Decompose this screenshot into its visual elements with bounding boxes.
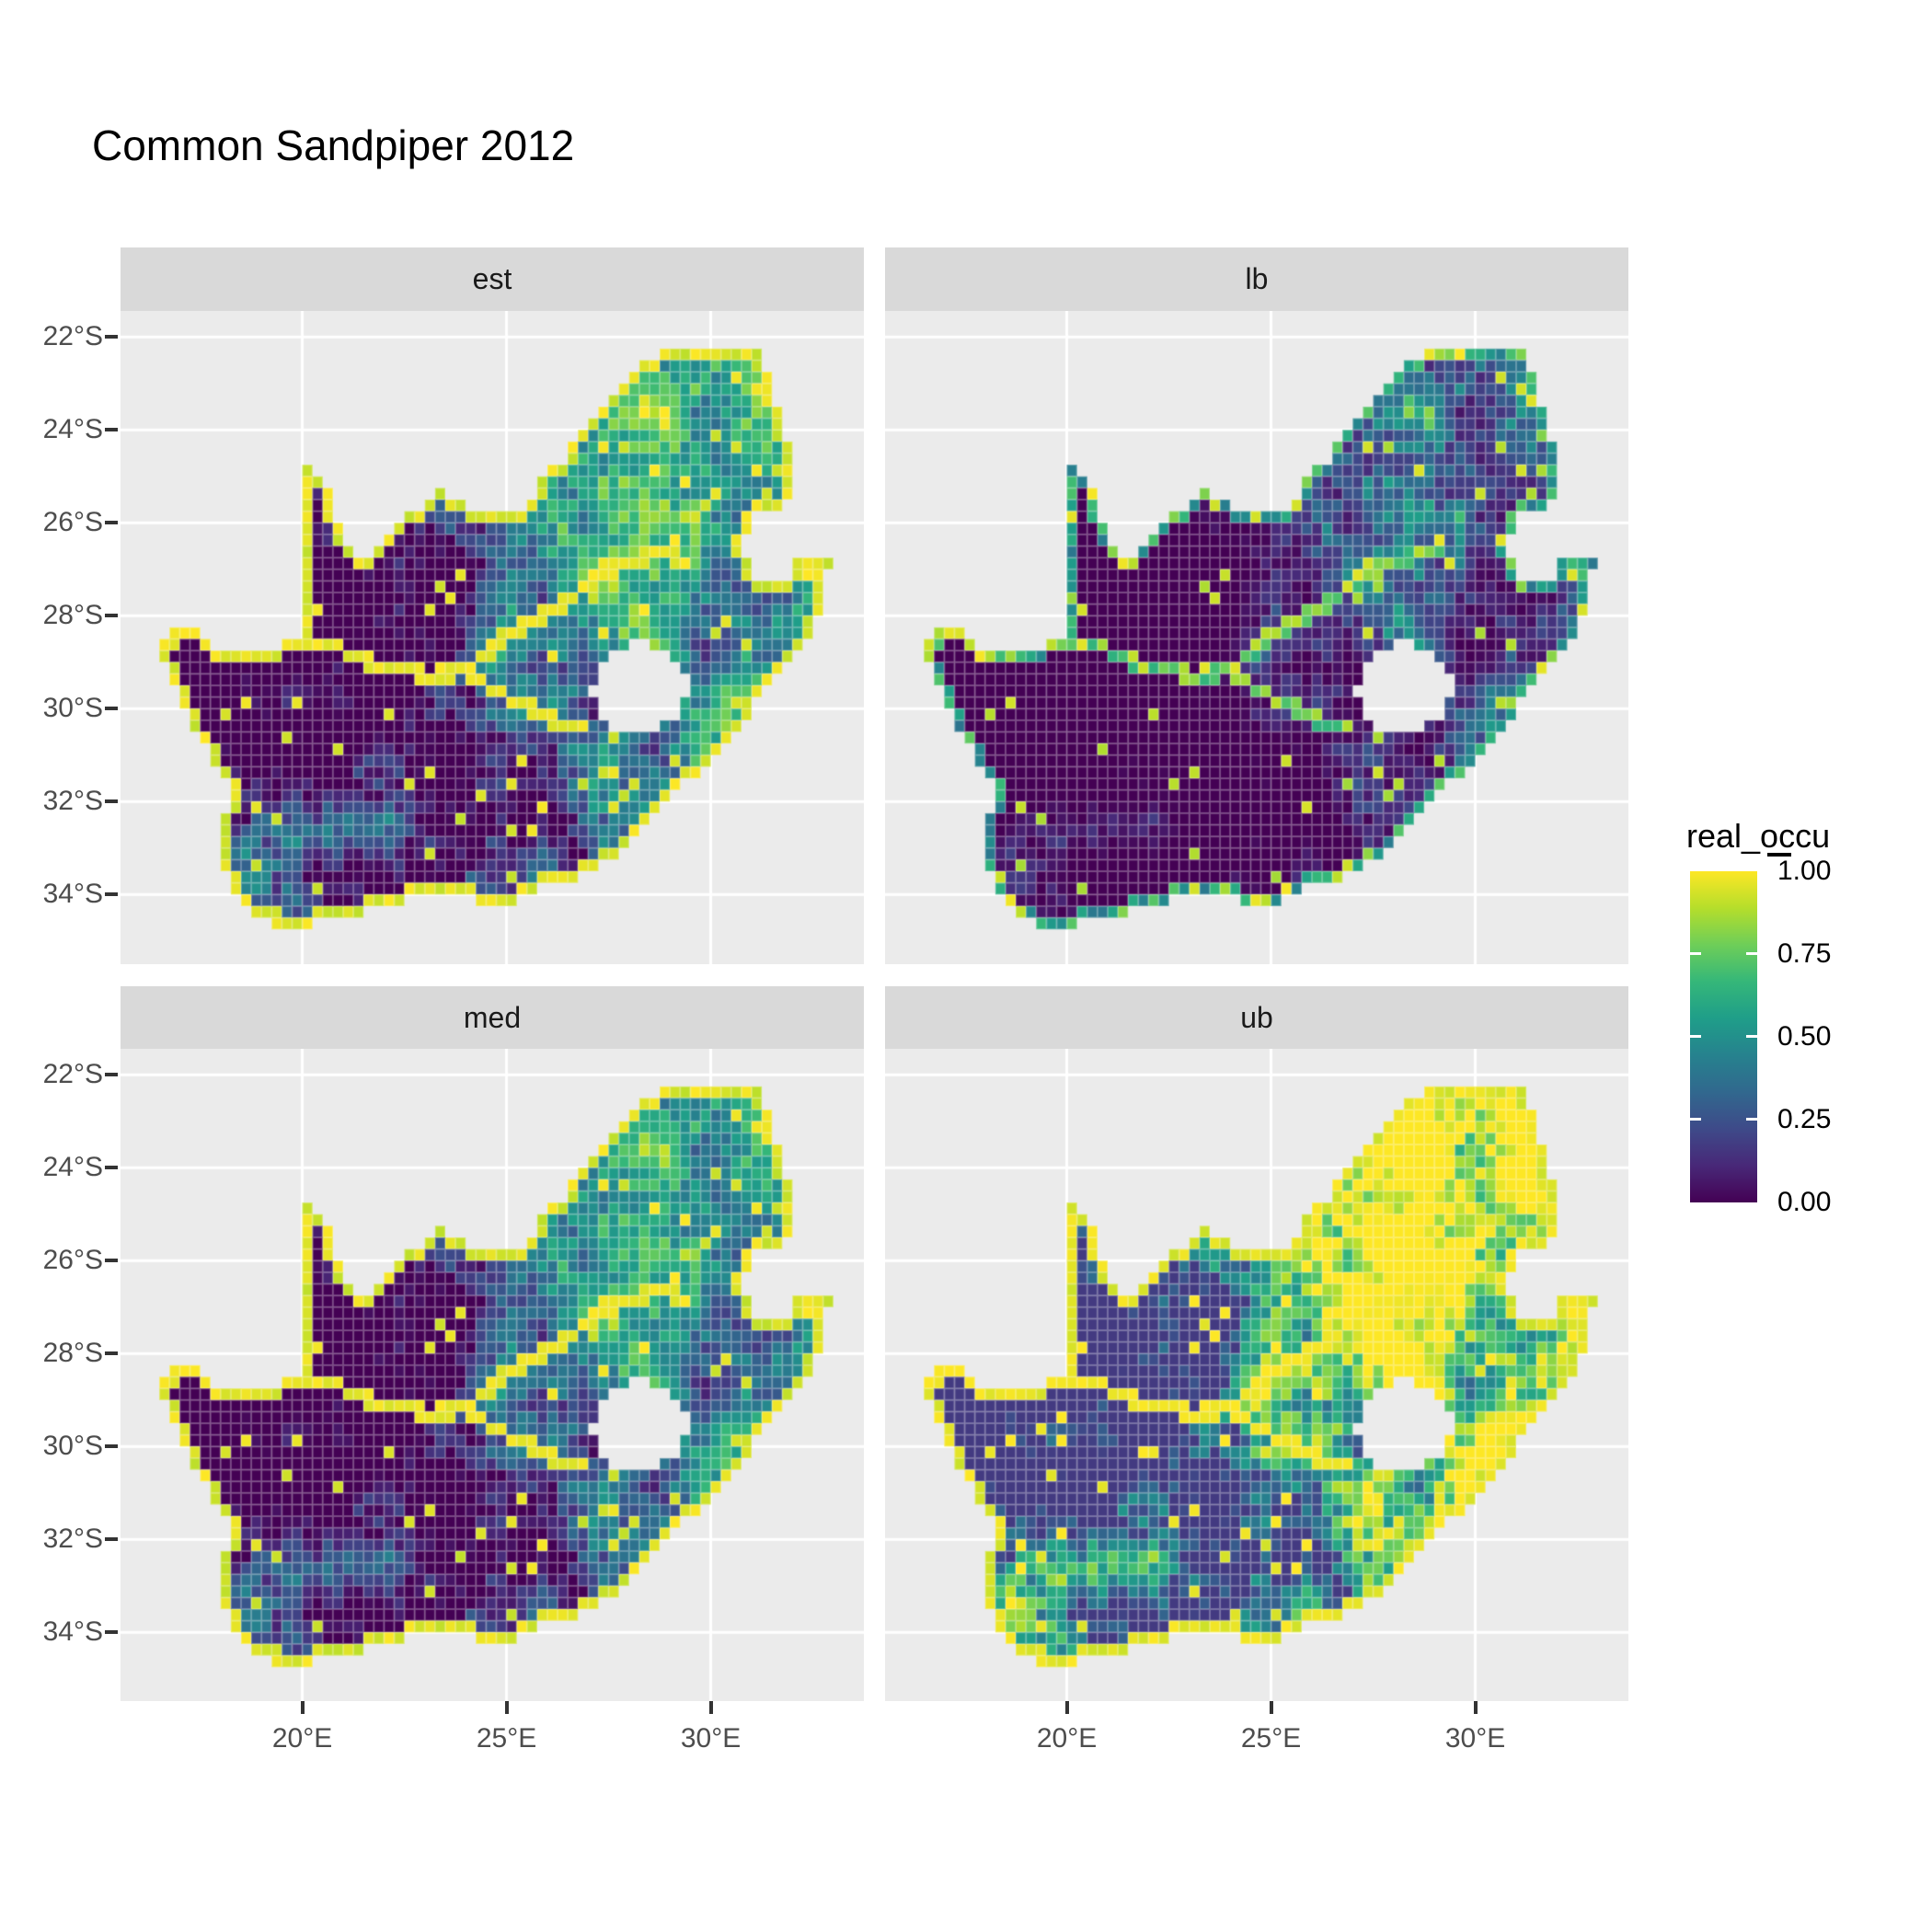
legend-bar-tick-075-left bbox=[1690, 952, 1701, 955]
y-axis-tick bbox=[105, 799, 118, 804]
y-axis-label: 34°S bbox=[42, 879, 103, 910]
y-axis-label: 26°S bbox=[42, 1245, 103, 1276]
facet-strip-label-lb: lb bbox=[1245, 262, 1269, 295]
plot-title: Common Sandpiper 2012 bbox=[92, 121, 575, 169]
legend-bar-tick-075-right bbox=[1746, 952, 1757, 955]
y-axis-tick bbox=[105, 614, 118, 618]
y-axis-label: 30°S bbox=[42, 1431, 103, 1462]
y-axis-tick bbox=[105, 428, 118, 432]
x-axis-tick bbox=[708, 1701, 713, 1714]
legend-bar-tick-025-right bbox=[1746, 1118, 1757, 1121]
map-panel-med bbox=[121, 1049, 864, 1701]
facet-strip-ub: ub bbox=[885, 986, 1628, 1049]
y-axis-tick bbox=[105, 521, 118, 525]
facet-strip-label-ub: ub bbox=[1240, 1000, 1273, 1034]
x-axis-tick bbox=[1269, 1701, 1273, 1714]
legend-label-025: 0.25 bbox=[1777, 1104, 1832, 1134]
y-axis-tick bbox=[105, 335, 118, 339]
y-axis-label: 32°S bbox=[42, 786, 103, 817]
y-axis-tick bbox=[105, 1630, 118, 1635]
legend-label-050: 0.50 bbox=[1777, 1021, 1832, 1052]
y-axis-tick bbox=[105, 1537, 118, 1542]
map-panel-est bbox=[121, 311, 864, 964]
legend-bar-tick-050-left bbox=[1690, 1035, 1701, 1038]
legend-top-tick bbox=[1767, 853, 1791, 857]
legend-bar-tick-050-right bbox=[1746, 1035, 1757, 1038]
legend-colorbar bbox=[1690, 871, 1757, 1202]
y-axis-tick bbox=[105, 892, 118, 897]
y-axis-tick bbox=[105, 1351, 118, 1356]
legend-label-000: 0.00 bbox=[1777, 1187, 1832, 1217]
facet-strip-lb: lb bbox=[885, 247, 1628, 311]
y-axis-tick bbox=[105, 1444, 118, 1449]
y-axis-tick bbox=[105, 1259, 118, 1263]
facet-strip-est: est bbox=[121, 247, 864, 311]
x-axis-tick bbox=[1473, 1701, 1478, 1714]
map-panel-ub bbox=[885, 1049, 1628, 1701]
x-axis-label: 20°E bbox=[1036, 1723, 1098, 1754]
x-axis-tick bbox=[1064, 1701, 1069, 1714]
y-axis-label: 30°S bbox=[42, 693, 103, 724]
x-axis-label: 25°E bbox=[1240, 1723, 1302, 1754]
y-axis-label: 24°S bbox=[42, 414, 103, 445]
y-axis-tick bbox=[105, 1073, 118, 1077]
y-axis-label: 22°S bbox=[42, 1059, 103, 1090]
legend-label-075: 0.75 bbox=[1777, 938, 1832, 969]
x-axis-tick bbox=[300, 1701, 305, 1714]
x-axis-label: 25°E bbox=[476, 1723, 537, 1754]
x-axis-label: 30°E bbox=[1444, 1723, 1506, 1754]
legend-title: real_occu bbox=[1686, 817, 1831, 855]
x-axis-label: 30°E bbox=[680, 1723, 742, 1754]
x-axis-tick bbox=[504, 1701, 509, 1714]
y-axis-tick bbox=[105, 1166, 118, 1170]
y-axis-label: 34°S bbox=[42, 1616, 103, 1648]
y-axis-label: 28°S bbox=[42, 1338, 103, 1369]
y-axis-label: 22°S bbox=[42, 321, 103, 352]
facet-strip-label-est: est bbox=[472, 262, 512, 295]
facet-strip-med: med bbox=[121, 986, 864, 1049]
y-axis-label: 24°S bbox=[42, 1152, 103, 1183]
y-axis-tick bbox=[105, 707, 118, 711]
x-axis-label: 20°E bbox=[271, 1723, 333, 1754]
y-axis-label: 32°S bbox=[42, 1524, 103, 1555]
map-panel-lb bbox=[885, 311, 1628, 964]
facet-strip-label-med: med bbox=[463, 1000, 522, 1034]
legend-bar-tick-025-left bbox=[1690, 1118, 1701, 1121]
y-axis-label: 28°S bbox=[42, 600, 103, 631]
legend-label-100: 1.00 bbox=[1777, 856, 1832, 886]
y-axis-label: 26°S bbox=[42, 507, 103, 538]
